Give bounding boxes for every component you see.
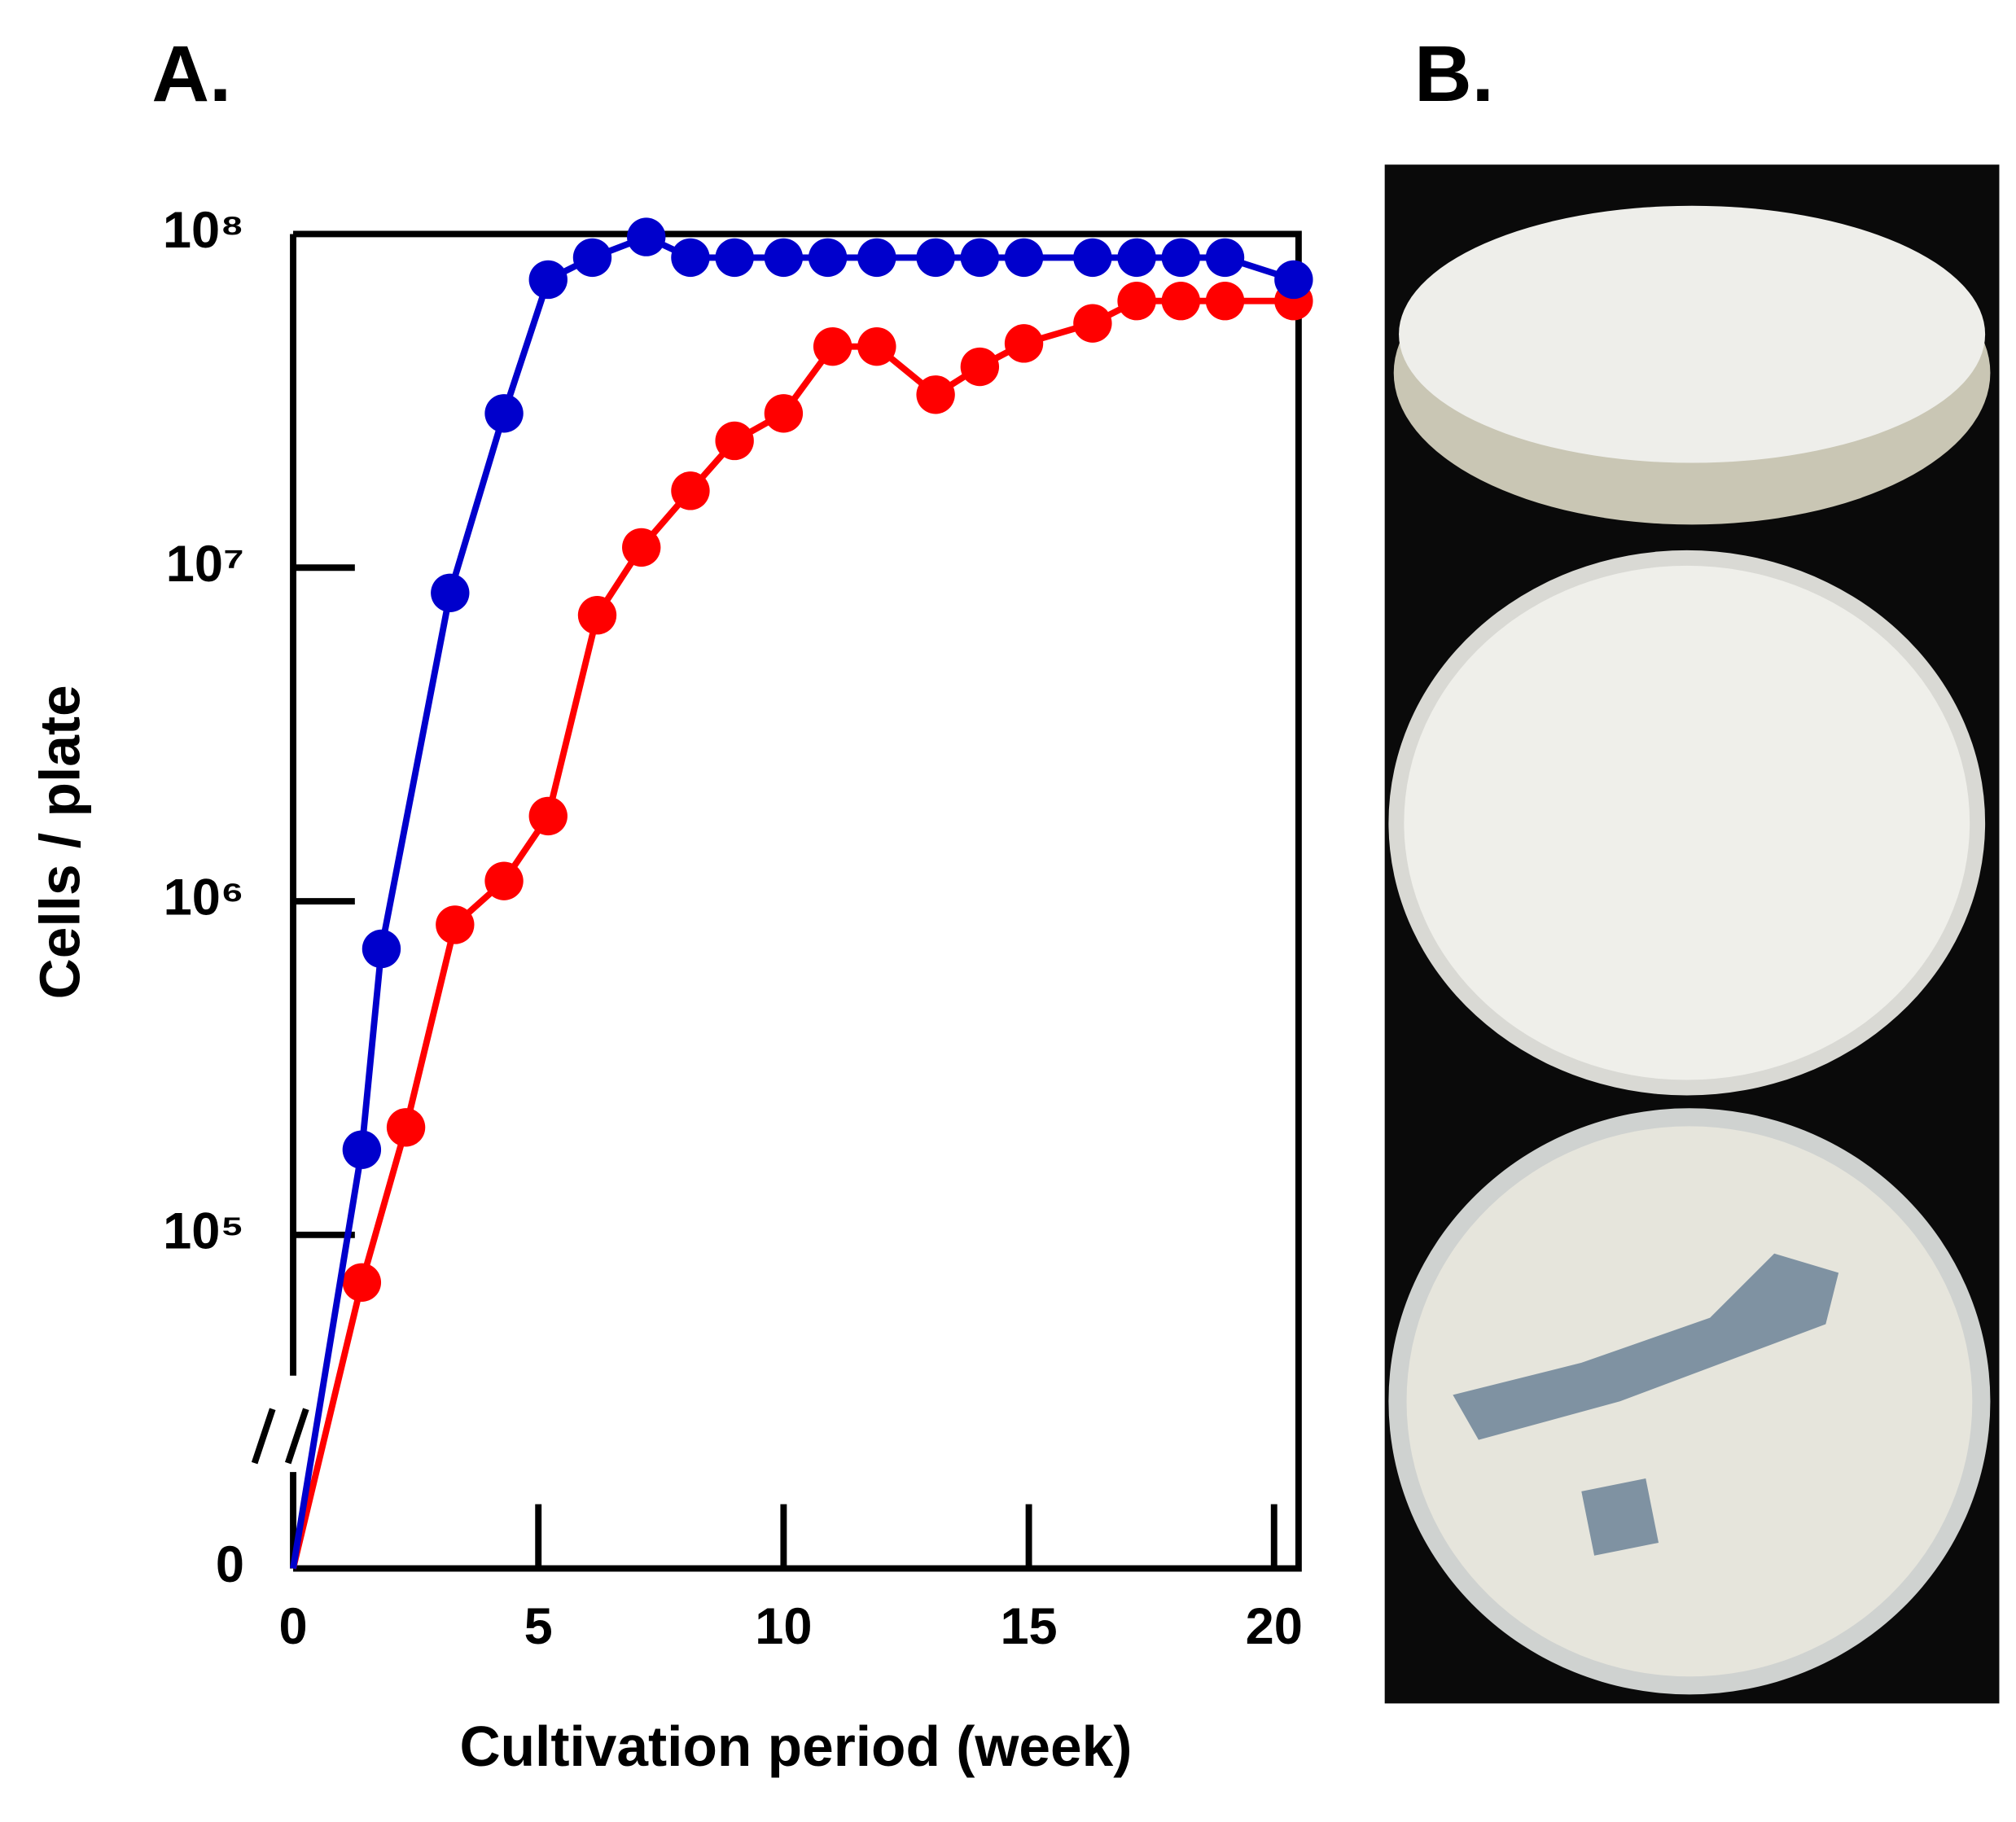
marker [671,471,710,510]
marker [916,238,955,278]
marker [431,573,470,612]
marker [342,1130,382,1169]
plate-patch [1581,1478,1659,1556]
marker [764,238,804,278]
y-axis-label: Cells / plate [28,685,91,999]
series-line [290,233,1295,1570]
marker [1205,238,1245,278]
marker [813,326,852,366]
marker [916,375,955,414]
x-tick-label: 10 [755,1598,812,1655]
marker [1117,238,1156,278]
marker [1117,282,1156,321]
marker [362,929,401,969]
plot-frame [293,230,1302,1572]
marker [808,238,848,278]
y-tick-label: 10⁷ [166,536,244,593]
panel-label: A. [151,28,231,118]
plate-culture [1399,205,1986,463]
marker [572,238,612,278]
marker [715,238,754,278]
marker [1161,238,1200,278]
marker [1004,324,1044,363]
marker [1073,304,1112,343]
marker [1161,282,1200,321]
x-axis-label: Cultivation period (week) [459,1715,1132,1778]
marker [857,238,896,278]
marker [484,394,524,433]
marker [528,260,568,300]
plate-culture [1406,1126,1973,1677]
marker [1205,282,1245,321]
photos [1384,164,2000,1704]
x-tick-label: 5 [524,1598,553,1655]
x-tick-label: 0 [278,1598,307,1655]
axis-break [251,1408,276,1465]
plate-culture [1404,565,1970,1080]
y-tick-label: 10⁶ [164,869,244,926]
marker [1274,260,1313,300]
marker [1004,238,1044,278]
y-tick-label: 10⁸ [163,202,244,259]
marker [386,1108,426,1147]
marker [577,596,617,635]
plate-patch [1453,1253,1839,1440]
marker [960,238,1000,278]
x-tick-label: 15 [1000,1598,1057,1655]
marker [671,238,710,278]
marker [627,217,666,256]
marker [715,421,754,461]
marker [484,861,524,900]
marker [960,347,1000,387]
panel-label: B. [1414,28,1494,118]
marker [1073,238,1112,278]
marker [857,326,896,366]
y-tick-label: 10⁵ [163,1202,244,1259]
axis-break [284,1408,309,1465]
marker [622,528,661,567]
marker [342,1263,382,1302]
x-tick-label: 20 [1246,1598,1303,1655]
marker [528,796,568,836]
y-tick-label: 0 [216,1536,244,1593]
marker [436,905,475,944]
marker [764,394,804,433]
